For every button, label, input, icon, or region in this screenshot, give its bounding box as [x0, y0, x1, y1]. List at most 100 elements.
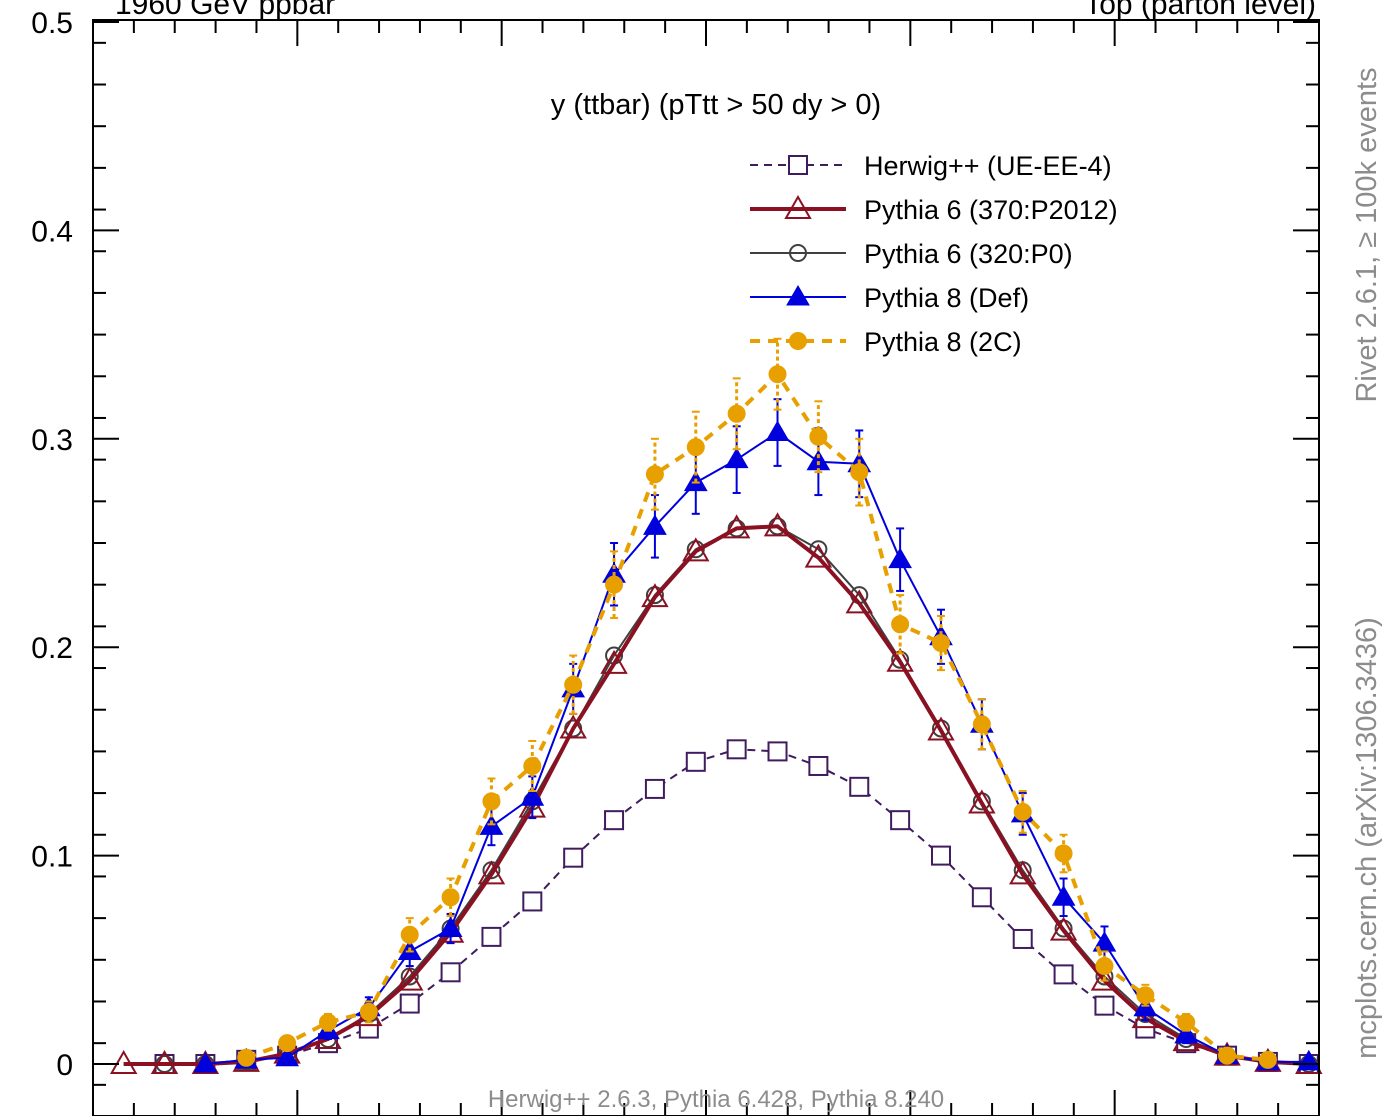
ticks-layer: 0 0.1 0.2 0.3 0.4 0.5 [31, 7, 1320, 1116]
series-line [123, 524, 1309, 1066]
data-point [441, 888, 460, 907]
data-point [643, 514, 667, 535]
data-point [1258, 1050, 1277, 1069]
series-line [245, 372, 1269, 1062]
data-point [278, 1034, 297, 1053]
data-point [604, 810, 625, 831]
data-point [808, 755, 829, 776]
data-point [891, 615, 910, 634]
data-point [763, 512, 792, 537]
data-point [193, 1052, 218, 1073]
data-point [968, 789, 996, 814]
series-4 [237, 337, 1277, 1069]
series-3 [193, 398, 1321, 1073]
side-label-bottom: mcplots.cern.ch (arXiv:1306.3436) [1351, 617, 1382, 1059]
data-point [1090, 966, 1119, 991]
chart-title: y (ttbar) (pTtt > 50 dy > 0) [551, 89, 881, 121]
data-point [806, 449, 831, 471]
legend-label: Pythia 8 (2C) [864, 327, 1022, 357]
data-point [1008, 860, 1037, 885]
data-point [888, 547, 912, 569]
data-point [400, 925, 419, 944]
data-point [1053, 964, 1074, 985]
legend-label: Pythia 6 (370:P2012) [864, 195, 1118, 225]
data-point [724, 447, 749, 469]
y-tick-label: 0.1 [31, 841, 73, 874]
data-point [890, 810, 911, 831]
data-point [438, 916, 463, 938]
data-point [1136, 986, 1155, 1005]
data-point [930, 845, 951, 866]
data-point [686, 438, 705, 457]
data-point [275, 1045, 299, 1067]
data-point [237, 1048, 256, 1067]
data-point [559, 714, 587, 739]
data-point [849, 776, 870, 797]
top-right-label: Top (parton level) [1084, 0, 1316, 21]
data-point [1049, 916, 1078, 941]
data-point [886, 647, 914, 672]
legend-marker [784, 194, 812, 219]
data-point [722, 514, 751, 539]
legend-marker [786, 285, 810, 306]
data-point [971, 887, 992, 908]
data-point [641, 583, 669, 608]
data-point [765, 420, 790, 442]
data-point [1218, 1046, 1237, 1065]
data-point [1013, 802, 1032, 821]
data-point [931, 634, 950, 653]
y-tick-label: 0.3 [31, 424, 73, 457]
legend: Herwig++ (UE-EE-4) Pythia 6 (370:P2012) Py… [750, 151, 1118, 357]
data-point [523, 756, 542, 775]
data-point [563, 847, 584, 868]
top-left-label: 1960 GeV ppbar [115, 0, 335, 21]
data-point [1054, 844, 1073, 863]
y-tick-label: 0.5 [31, 7, 73, 40]
data-point [150, 1049, 179, 1074]
plot-frame [92, 19, 1320, 1116]
data-point [399, 993, 420, 1014]
legend-marker [788, 155, 808, 175]
y-tick-label: 0 [56, 1049, 73, 1082]
data-point [1095, 957, 1114, 976]
data-point [359, 1002, 378, 1021]
data-point [727, 404, 746, 423]
data-point [1174, 1022, 1199, 1044]
data-point [682, 537, 710, 562]
data-point [645, 465, 664, 484]
data-point [564, 675, 583, 694]
data-point [644, 778, 665, 799]
data-point [804, 543, 833, 568]
data-point [481, 926, 502, 947]
data-point [109, 1049, 138, 1074]
y-tick-label: 0.2 [31, 632, 73, 665]
y-tick-label: 0.4 [31, 215, 73, 248]
data-point [1094, 995, 1115, 1016]
data-point [395, 966, 424, 991]
data-point [318, 1013, 337, 1032]
series-1 [109, 512, 1323, 1074]
data-point [972, 715, 991, 734]
data-point [440, 962, 461, 983]
legend-label: Pythia 6 (320:P0) [864, 239, 1073, 269]
side-label-top: Rivet 2.6.1, ≥ 100k events [1351, 67, 1382, 402]
data-point [845, 589, 873, 614]
data-point [1012, 928, 1033, 949]
plot-series-layer [109, 337, 1323, 1074]
data-point [850, 463, 869, 482]
series-line [164, 525, 1309, 1065]
data-point [809, 427, 828, 446]
data-point [600, 649, 628, 674]
generators-footer: Herwig++ 2.6.3, Pythia 6.428, Pythia 8.2… [488, 1086, 944, 1113]
data-point [685, 751, 706, 772]
legend-label: Herwig++ (UE-EE-4) [864, 151, 1112, 181]
data-point [1296, 1049, 1321, 1071]
data-point [477, 860, 506, 885]
data-point [482, 792, 501, 811]
legend-label: Pythia 8 (Def) [864, 283, 1029, 313]
data-point [927, 716, 955, 741]
data-point [767, 741, 788, 762]
series-line [205, 431, 1309, 1065]
data-point [522, 891, 543, 912]
